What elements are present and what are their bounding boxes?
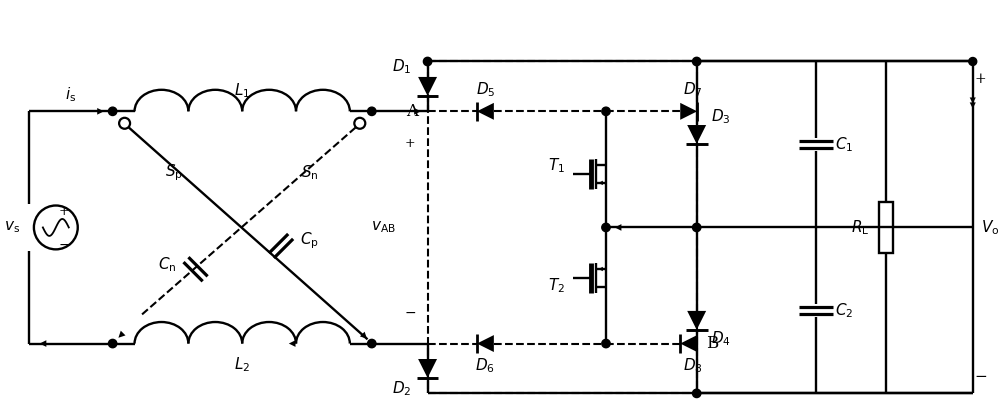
Circle shape (108, 339, 117, 348)
Text: $D_7$: $D_7$ (683, 80, 702, 99)
Text: +: + (58, 205, 69, 218)
Text: $L_2$: $L_2$ (234, 355, 250, 374)
Text: $D_6$: $D_6$ (475, 356, 495, 375)
Circle shape (423, 57, 432, 66)
Circle shape (369, 341, 375, 347)
Circle shape (602, 107, 610, 116)
Circle shape (368, 339, 376, 348)
Polygon shape (418, 77, 437, 96)
Text: B: B (706, 335, 719, 352)
Polygon shape (680, 335, 697, 352)
Circle shape (692, 57, 701, 66)
Text: $-$: $-$ (58, 236, 70, 250)
Text: A: A (406, 103, 418, 120)
Polygon shape (687, 125, 706, 144)
Circle shape (602, 339, 610, 348)
Text: $T_1$: $T_1$ (548, 157, 565, 176)
Text: $D_4$: $D_4$ (711, 329, 731, 348)
Circle shape (969, 57, 977, 65)
Circle shape (692, 223, 701, 232)
Polygon shape (418, 359, 437, 378)
Text: $-$: $-$ (974, 369, 987, 382)
Text: $S_{\rm n}$: $S_{\rm n}$ (301, 164, 319, 183)
Text: $D_1$: $D_1$ (392, 57, 411, 76)
Text: $D_5$: $D_5$ (476, 80, 495, 99)
Text: $C_{\rm p}$: $C_{\rm p}$ (300, 231, 318, 251)
Text: $L_1$: $L_1$ (234, 81, 250, 100)
Text: +: + (975, 72, 987, 87)
Text: $R_{\rm L}$: $R_{\rm L}$ (851, 218, 869, 237)
Text: $D_3$: $D_3$ (711, 107, 730, 126)
Text: $D_2$: $D_2$ (392, 379, 411, 398)
Circle shape (692, 389, 701, 398)
Polygon shape (477, 335, 494, 352)
Text: $v_{\rm s}$: $v_{\rm s}$ (4, 220, 20, 235)
Text: $S_{\rm p}$: $S_{\rm p}$ (165, 163, 183, 183)
Polygon shape (680, 103, 697, 120)
Text: $-$: $-$ (404, 305, 416, 319)
Text: $v_{\rm AB}$: $v_{\rm AB}$ (371, 220, 396, 235)
Text: $C_{\rm n}$: $C_{\rm n}$ (158, 255, 177, 274)
Polygon shape (477, 103, 494, 120)
Text: $D_8$: $D_8$ (683, 356, 703, 375)
Circle shape (368, 107, 376, 116)
Polygon shape (687, 311, 706, 330)
Text: +: + (404, 137, 415, 150)
Text: $C_2$: $C_2$ (835, 301, 853, 320)
Text: $T_2$: $T_2$ (548, 276, 565, 295)
Bar (879, 201, 893, 253)
Text: $C_1$: $C_1$ (835, 135, 853, 154)
Circle shape (602, 223, 610, 232)
Text: $i_{\rm s}$: $i_{\rm s}$ (65, 85, 76, 104)
Circle shape (110, 341, 116, 347)
Circle shape (108, 107, 117, 116)
Text: $V_{\rm o}$: $V_{\rm o}$ (981, 218, 1000, 237)
